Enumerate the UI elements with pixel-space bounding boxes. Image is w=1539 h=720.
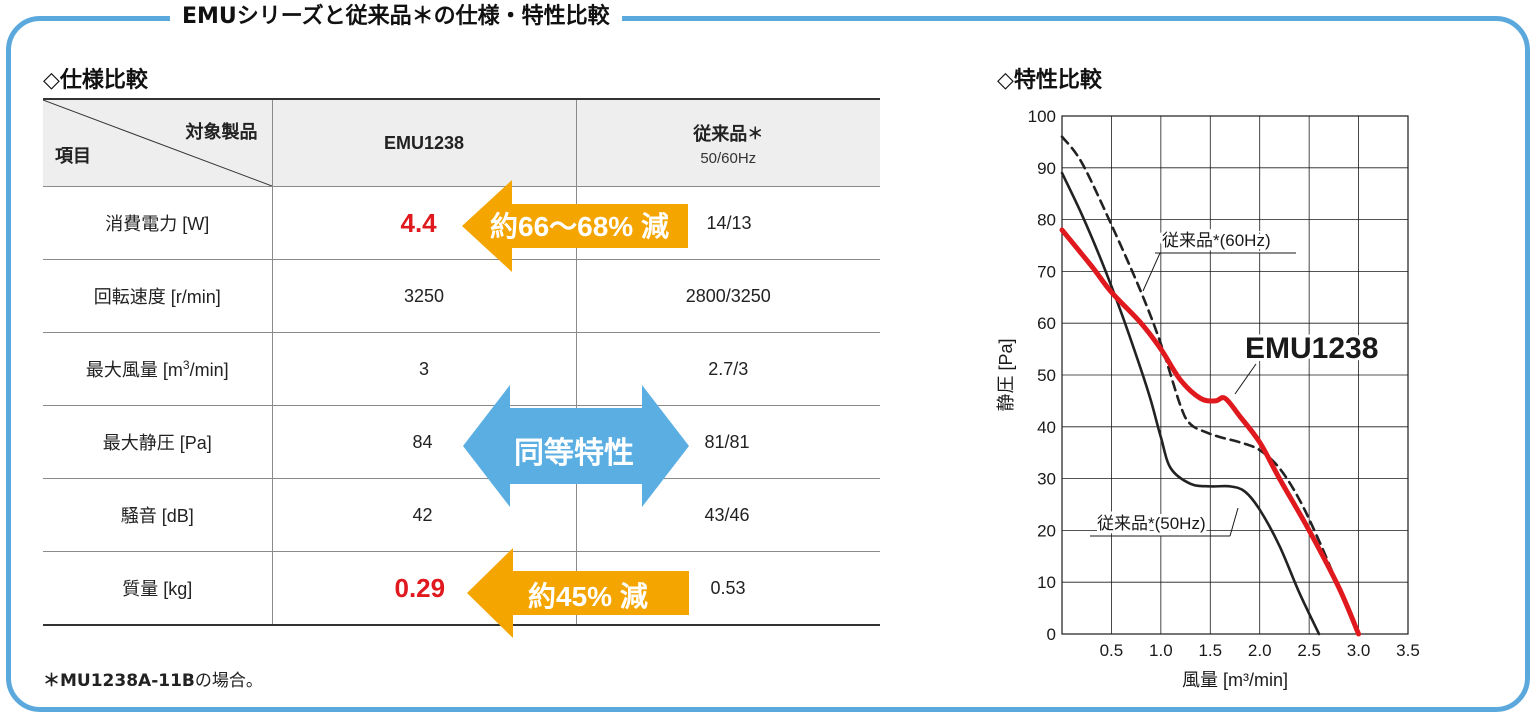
- row-label: 最大風量 [m3/min]: [43, 332, 272, 406]
- footnote: ＊MU1238A-11Bの場合。: [43, 666, 263, 691]
- x-tick-label: 2.5: [1297, 641, 1321, 660]
- annotation-60hz-leader: [1142, 252, 1161, 292]
- emu-mass-value: 0.29: [394, 572, 446, 603]
- emu-value: 3: [271, 332, 576, 406]
- corner-target-label: 対象製品: [185, 122, 258, 142]
- row-label-prefix: 最大風量 [m: [85, 360, 183, 380]
- asterisk-mark: ＊: [747, 125, 764, 143]
- table-row: 最大静圧 [Pa] 84 81/81: [43, 405, 880, 479]
- conventional-power-value: 14/13: [706, 212, 752, 233]
- panel-title: EMUシリーズと従来品＊の仕様・特性比較: [170, 2, 622, 32]
- footnote-text: の場合。: [194, 671, 263, 691]
- row-label: 質量 [kg]: [43, 551, 272, 626]
- spec-section-title: ◇仕様比較: [43, 68, 148, 93]
- y-tick-label: 70: [1037, 262, 1056, 281]
- y-tick-label: 20: [1037, 521, 1056, 540]
- x-axis-label: 風量 [m³/min]: [1182, 670, 1288, 690]
- power-reduction-arrow: [462, 180, 688, 272]
- x-tick-label: 0.5: [1100, 641, 1124, 660]
- series-line-1: [1060, 135, 1360, 636]
- y-tick-label: 90: [1037, 159, 1056, 178]
- equal-characteristics-label: 同等特性: [514, 437, 634, 470]
- footnote-model: ＊MU1238A-11B: [43, 671, 195, 691]
- equal-characteristics-arrow: [463, 385, 689, 507]
- y-tick-label: 100: [1028, 107, 1056, 126]
- y-axis-label: 静圧 [Pa]: [996, 338, 1016, 411]
- y-tick-label: 50: [1037, 366, 1056, 385]
- y-tick-label: 40: [1037, 418, 1056, 437]
- table-row: 質量 [kg] 0.29 0.53: [43, 551, 880, 626]
- comparison-panel-frame: [6, 16, 1530, 712]
- emu-power-value: 4.4: [400, 207, 437, 238]
- conventional-mass-value: 0.53: [710, 577, 746, 598]
- row-label-sup: 3: [182, 358, 190, 372]
- column-header-conventional: 従来品＊ 50/60Hz: [575, 98, 880, 187]
- chart-section-title: ◇特性比較: [997, 68, 1102, 93]
- conventional-noise-value: 43/46: [704, 504, 750, 525]
- frequency-label: 50/60Hz: [700, 149, 757, 167]
- y-tick-label: 0: [1047, 625, 1056, 644]
- emu-noise-value: 42: [412, 504, 433, 525]
- y-tick-label: 10: [1037, 573, 1056, 592]
- spec-table: 対象製品 項目 EMU1238 従来品＊ 50/60Hz 消費電力 [W] 4.…: [43, 98, 880, 626]
- emu-pressure-value: 84: [412, 431, 433, 452]
- y-tick-label: 30: [1037, 470, 1056, 489]
- mass-reduction-label: 約45% 減: [528, 581, 648, 612]
- corner-diagonal-line: [43, 100, 272, 186]
- x-tick-label: 1.5: [1198, 641, 1222, 660]
- conventional-value: 2800/3250: [575, 259, 880, 333]
- table-row: 回転速度 [r/min] 3250 2800/3250: [43, 259, 880, 333]
- x-tick-label: 2.0: [1248, 641, 1272, 660]
- conventional-value: 43/46: [575, 478, 880, 552]
- row-label-suffix: /min]: [189, 360, 229, 380]
- series-line-0: [1059, 227, 1362, 637]
- annotation-60hz: 従来品*(60Hz): [1162, 231, 1271, 250]
- row-label: 回転速度 [r/min]: [43, 259, 272, 333]
- row-label: 最大静圧 [Pa]: [43, 405, 272, 479]
- pq-curve-chart: 0 10 20 30 40 50 60 70 80 90 100 0.5 1.0 1.5 2.0 2.5 3.0…: [996, 107, 1420, 690]
- x-tick-label: 3.5: [1396, 641, 1420, 660]
- x-tick-label: 3.0: [1347, 641, 1371, 660]
- conventional-label: 従来品: [693, 123, 748, 144]
- table-row: 騒音 [dB] 42 43/46: [43, 478, 880, 552]
- table-row: 最大風量 [m3/min] 3 2.7/3: [43, 332, 880, 406]
- emu-value: 42: [271, 478, 576, 552]
- table-corner-cell: 対象製品 項目: [43, 98, 272, 187]
- y-tick-label: 80: [1037, 211, 1056, 230]
- corner-item-label: 項目: [55, 146, 91, 166]
- conventional-value: 2.7/3: [575, 332, 880, 406]
- mass-reduction-arrow: [467, 548, 689, 638]
- table-header-row: 対象製品 項目 EMU1238 従来品＊ 50/60Hz: [43, 98, 880, 187]
- row-label: 騒音 [dB]: [43, 478, 272, 552]
- annotation-50hz-leader: [1229, 507, 1239, 537]
- series-line-2: [1060, 171, 1321, 636]
- annotation-50hz: 従来品*(50Hz): [1097, 514, 1206, 533]
- conventional-pressure-value: 81/81: [704, 431, 750, 452]
- column-header-emu: EMU1238: [271, 98, 576, 187]
- x-tick-label: 1.0: [1149, 641, 1173, 660]
- y-tick-label: 60: [1037, 314, 1056, 333]
- annotation-emu1238-leader: [1234, 363, 1257, 395]
- row-label: 消費電力 [W]: [43, 186, 272, 260]
- annotation-emu1238: EMU1238: [1245, 332, 1378, 365]
- power-reduction-label: 約66〜68% 減: [490, 211, 669, 242]
- plot-frame: [1061, 115, 1409, 635]
